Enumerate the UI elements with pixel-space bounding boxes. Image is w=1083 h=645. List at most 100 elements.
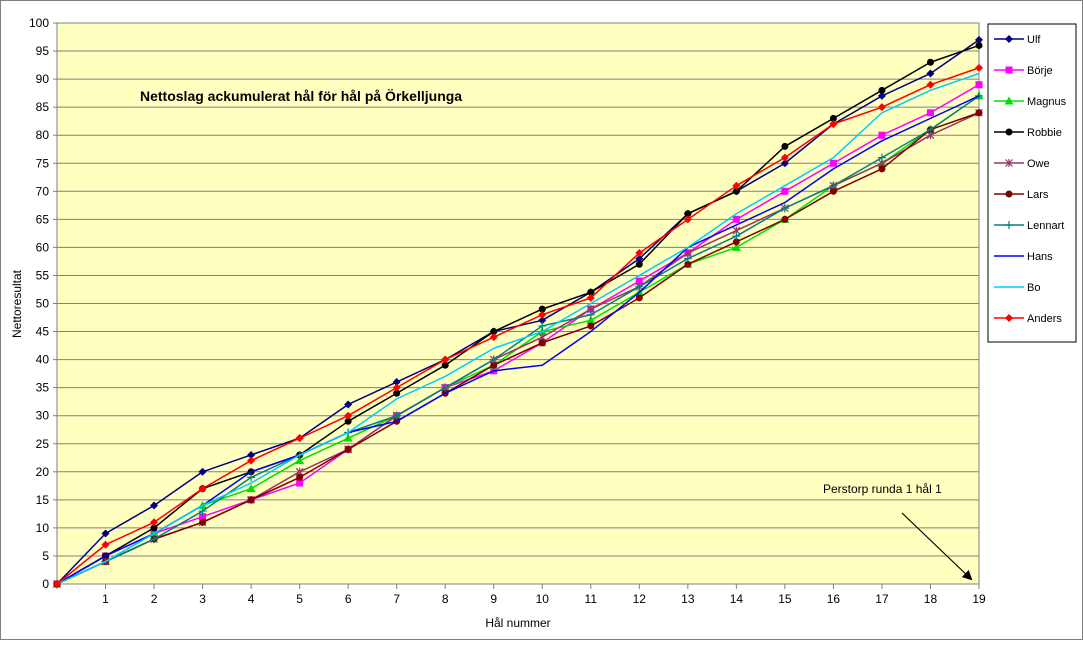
- y-tick-label: 85: [36, 100, 50, 114]
- data-point-lennart: [683, 254, 692, 263]
- data-point-borje: [732, 215, 740, 223]
- y-tick-label: 60: [36, 240, 50, 254]
- data-point-anders: [829, 119, 838, 128]
- data-point-ulf: [392, 378, 401, 387]
- data-point-robbie: [829, 114, 837, 122]
- x-tick-label: 7: [393, 592, 400, 606]
- x-tick-label: 2: [151, 592, 158, 606]
- x-tick-label: 4: [248, 592, 255, 606]
- data-point-ulf: [926, 69, 935, 78]
- data-point-ulf: [247, 450, 256, 459]
- y-tick-label: 80: [36, 128, 50, 142]
- y-tick-label: 90: [36, 72, 50, 86]
- data-point-robbie: [393, 389, 401, 397]
- data-point-anders: [150, 518, 159, 527]
- x-tick-label: 15: [778, 592, 792, 606]
- data-point-lennart: [780, 204, 789, 213]
- data-point-borje: [635, 277, 643, 285]
- data-point-lars: [199, 518, 207, 526]
- data-point-borje: [199, 513, 207, 521]
- legend-marker: [1005, 190, 1013, 198]
- series-line-borje: [56, 84, 980, 585]
- y-tick-label: 35: [36, 381, 50, 395]
- series-anders: [53, 63, 983, 588]
- data-point-lennart: [926, 125, 935, 134]
- legend-marker: [1004, 96, 1014, 105]
- data-point-magnus: [295, 456, 305, 465]
- data-point-anders: [586, 293, 595, 302]
- data-point-anders: [975, 63, 983, 72]
- data-point-borje: [975, 81, 983, 89]
- legend-label: Magnus: [1027, 96, 1067, 108]
- y-tick-label: 95: [36, 44, 50, 58]
- x-tick-label: 17: [875, 592, 889, 606]
- legend-marker: [1005, 314, 1013, 322]
- data-point-lennart: [198, 507, 207, 516]
- x-tick-label: 10: [536, 592, 550, 606]
- y-tick-label: 10: [36, 521, 50, 535]
- data-point-anders: [295, 434, 304, 443]
- legend-label: Börje: [1027, 65, 1053, 77]
- data-point-lars: [247, 496, 255, 504]
- y-axis-ticks: 0 5 10 15 20 25 30 35 40 45 50 55 60 65 70 75 80 85 90 95 10…: [29, 16, 57, 591]
- legend: Ulf Börje Magnus Robbie Owe Lars Lennart Hans Bo…: [987, 23, 1077, 343]
- data-point-lars: [490, 361, 498, 369]
- y-tick-label: 45: [36, 325, 50, 339]
- x-axis-ticks: 1 2 3 4 5 6 7 8 9 10 11 12 13 14 15 16 17 18 19: [56, 584, 986, 606]
- legend-item-anders: Anders: [994, 313, 1062, 325]
- legend-item-hans: Hans: [994, 251, 1053, 263]
- series-line-robbie: [56, 44, 980, 585]
- data-point-lars: [878, 165, 886, 173]
- data-point-ulf: [877, 91, 886, 100]
- data-point-robbie: [684, 210, 692, 218]
- legend-marker: [1005, 159, 1013, 167]
- data-point-lars: [587, 322, 595, 330]
- data-point-lennart: [392, 411, 401, 420]
- legend-item-robbie: Robbie: [994, 127, 1062, 139]
- legend-marker: [1005, 221, 1013, 229]
- data-point-robbie: [975, 41, 983, 49]
- data-point-anders: [489, 333, 498, 342]
- data-point-lennart: [441, 383, 450, 392]
- data-point-robbie: [732, 187, 740, 195]
- data-point-robbie: [538, 305, 546, 313]
- data-point-robbie: [587, 288, 595, 296]
- data-point-magnus: [246, 484, 256, 493]
- y-tick-label: 0: [42, 577, 49, 591]
- y-tick-label: 100: [29, 16, 49, 30]
- annotation-arrow: [901, 512, 973, 581]
- y-tick-label: 75: [36, 156, 50, 170]
- x-tick-label: 6: [345, 592, 352, 606]
- series-layer: [52, 35, 984, 588]
- data-point-ulf: [344, 400, 353, 409]
- legend-marker: [1005, 128, 1013, 136]
- data-point-borje: [296, 479, 304, 487]
- annotation-label: Perstorp runda 1 hål 1: [823, 482, 942, 496]
- legend-item-owe: Owe: [994, 158, 1050, 170]
- legend-item-lars: Lars: [994, 189, 1049, 201]
- data-point-lennart: [829, 181, 838, 190]
- y-tick-label: 15: [36, 493, 50, 507]
- legend-label: Lars: [1027, 189, 1049, 201]
- data-point-robbie: [635, 260, 643, 268]
- legend-label: Hans: [1027, 251, 1053, 263]
- data-point-ulf: [101, 529, 110, 538]
- data-point-robbie: [441, 361, 449, 369]
- data-point-lennart: [586, 310, 595, 319]
- data-point-ulf: [780, 159, 789, 168]
- x-tick-label: 11: [585, 592, 598, 606]
- legend-marker: [1005, 66, 1013, 74]
- data-point-lars: [635, 294, 643, 302]
- legend-label: Bo: [1027, 282, 1040, 294]
- series-line-hans: [56, 95, 980, 585]
- data-point-robbie: [781, 142, 789, 150]
- data-point-ulf: [635, 254, 644, 263]
- x-tick-label: 3: [199, 592, 206, 606]
- legend-item-bo: Bo: [994, 282, 1040, 294]
- data-point-ulf: [150, 501, 159, 510]
- x-tick-label: 12: [633, 592, 647, 606]
- y-tick-label: 25: [36, 437, 50, 451]
- data-point-lars: [732, 238, 740, 246]
- x-tick-label: 9: [490, 592, 497, 606]
